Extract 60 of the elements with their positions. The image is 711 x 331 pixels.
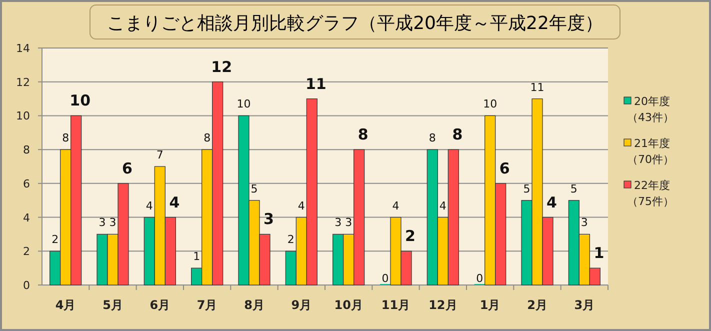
x-tick-label: 7月 — [196, 298, 218, 312]
data-label: 4 — [546, 193, 557, 212]
data-label: 3 — [264, 210, 274, 228]
x-tick-label: 9月 — [291, 298, 312, 312]
data-label: 5 — [570, 182, 578, 196]
x-tick-label: 4月 — [55, 298, 76, 312]
y-tick-label: 4 — [23, 211, 30, 224]
data-label: 4 — [146, 199, 153, 212]
y-tick-label: 12 — [16, 76, 30, 89]
x-tick-label: 5月 — [102, 298, 123, 312]
data-label: 8 — [62, 132, 70, 145]
y-tick-label: 10 — [16, 110, 30, 123]
data-label: 5 — [523, 182, 530, 196]
legend-label: 22年度（75件） — [627, 179, 674, 208]
data-label: 4 — [392, 199, 400, 212]
legend-label: 21年度（70件） — [627, 137, 674, 166]
x-tick-label: 10月 — [334, 298, 363, 312]
x-tick-label: 8月 — [244, 298, 264, 312]
x-tick-label: 11月 — [381, 298, 410, 312]
data-label: 3 — [98, 216, 106, 230]
y-tick-label: 2 — [23, 245, 30, 258]
data-label: 7 — [156, 148, 164, 162]
data-label: 1 — [594, 244, 604, 262]
data-label: 8 — [358, 126, 368, 144]
y-tick-label: 6 — [23, 177, 30, 190]
data-label: 0 — [476, 272, 484, 285]
data-label: 5 — [250, 182, 258, 196]
data-label: 11 — [305, 74, 326, 93]
x-tick-label: 1月 — [480, 298, 500, 312]
data-label: 2 — [52, 233, 59, 246]
data-label: 6 — [499, 159, 510, 178]
data-label: 11 — [530, 80, 544, 94]
data-label: 8 — [204, 132, 211, 145]
data-label: 10 — [483, 98, 498, 111]
data-label: 12 — [211, 58, 232, 76]
data-label: 6 — [122, 159, 132, 178]
legend-label: 20年度（43件） — [627, 95, 674, 124]
data-label: 8 — [428, 132, 436, 145]
data-label: 2 — [287, 233, 294, 246]
y-tick-label: 8 — [23, 144, 30, 157]
data-label: 2 — [405, 227, 416, 246]
y-tick-label: 0 — [23, 279, 30, 292]
data-label: 3 — [109, 216, 116, 230]
data-label: 1 — [193, 250, 200, 264]
x-tick-label: 3月 — [574, 298, 595, 312]
data-label: 8 — [452, 126, 463, 144]
data-label: 0 — [382, 272, 389, 285]
data-label: 4 — [298, 199, 305, 212]
data-label: 4 — [169, 193, 180, 212]
data-label: 3 — [345, 216, 352, 230]
data-label: 10 — [70, 92, 91, 110]
x-tick-label: 6月 — [150, 298, 170, 312]
data-label: 3 — [580, 216, 588, 230]
chart-title: こまりごと相談月別比較グラフ（平成20年度～平成22年度） — [107, 13, 603, 34]
data-label: 3 — [334, 216, 342, 230]
x-tick-label: 2月 — [527, 298, 548, 312]
data-label: 4 — [439, 199, 446, 212]
data-label: 10 — [236, 98, 251, 111]
y-tick-label: 14 — [16, 42, 30, 55]
x-tick-label: 12月 — [428, 298, 458, 312]
